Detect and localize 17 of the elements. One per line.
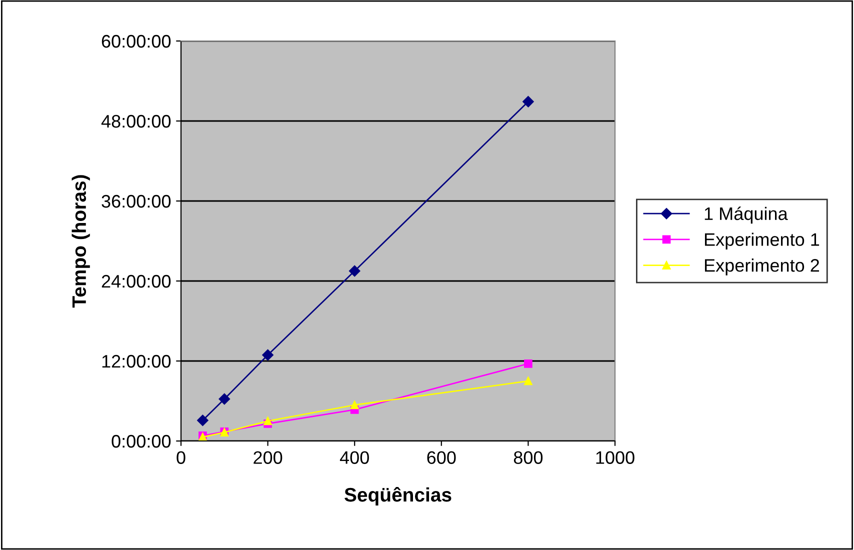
y-tick-label: 48:00:00 [101,114,171,128]
y-tick-label: 36:00:00 [102,194,171,208]
y-tick-label: 0:00:00 [112,434,171,448]
x-tick-label: 0 [176,451,186,464]
y-axis-title: Tempo (horas) [72,175,90,308]
legend-label: 1 Máquina [704,206,788,224]
x-tick-label: 400 [340,451,369,464]
legend-label: Experimento 2 [704,258,820,276]
x-tick-label: 200 [254,451,282,464]
x-axis-title: Seqüências [344,487,452,506]
y-tick-label: 12:00:00 [102,354,171,368]
legend-label: Experimento 1 [704,232,820,250]
x-tick-label: 800 [514,451,543,464]
x-tick-label: 600 [427,451,456,464]
x-tick-label: 1000 [596,451,634,464]
y-tick-label: 60:00:00 [102,34,171,48]
y-tick-label: 24:00:00 [102,274,171,288]
